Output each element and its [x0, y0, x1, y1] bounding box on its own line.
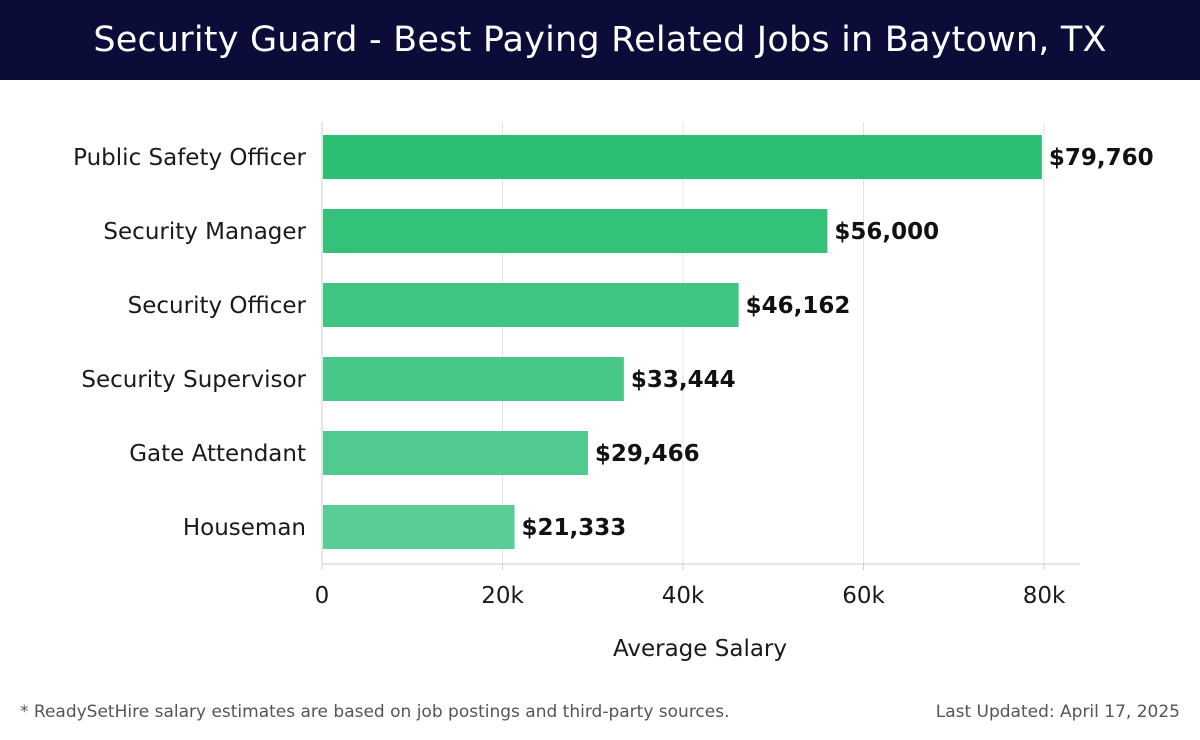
category-label: Security Manager	[103, 219, 306, 245]
category-label: Houseman	[183, 515, 306, 541]
salary-bar-chart: Public Safety Officer $79,760 Security Man…	[73, 122, 1154, 662]
axes: 0 20k 40k 60k 80k	[315, 122, 1080, 609]
bar	[323, 209, 828, 253]
last-updated: Last Updated: April 17, 2025	[935, 702, 1180, 722]
footer-note: * ReadySetHire salary estimates are base…	[20, 702, 730, 722]
grid-lines	[321, 122, 1045, 564]
value-label: $79,760	[1049, 145, 1154, 171]
x-tick-label: 20k	[481, 583, 524, 609]
value-label: $46,162	[746, 293, 851, 319]
value-label: $33,444	[631, 367, 736, 393]
value-label: $21,333	[522, 515, 627, 541]
x-tick-label: 0	[315, 583, 330, 609]
x-tick-label: 80k	[1023, 583, 1066, 609]
x-axis-title: Average Salary	[613, 636, 787, 662]
category-label: Public Safety Officer	[73, 145, 306, 171]
x-tick-label: 40k	[662, 583, 705, 609]
value-label: $29,466	[595, 441, 700, 467]
category-label: Gate Attendant	[129, 441, 306, 467]
bar	[323, 283, 739, 327]
bars: Public Safety Officer $79,760 Security Man…	[73, 135, 1154, 549]
category-label: Security Officer	[128, 293, 307, 319]
value-label: $56,000	[834, 219, 939, 245]
chart-title: Security Guard - Best Paying Related Job…	[93, 20, 1107, 60]
title-bar: Security Guard - Best Paying Related Job…	[0, 0, 1200, 80]
bar	[323, 135, 1042, 179]
x-tick-label: 60k	[842, 583, 885, 609]
bar	[323, 505, 515, 549]
bar	[323, 357, 624, 401]
category-label: Security Supervisor	[81, 367, 306, 393]
bar	[323, 431, 588, 475]
